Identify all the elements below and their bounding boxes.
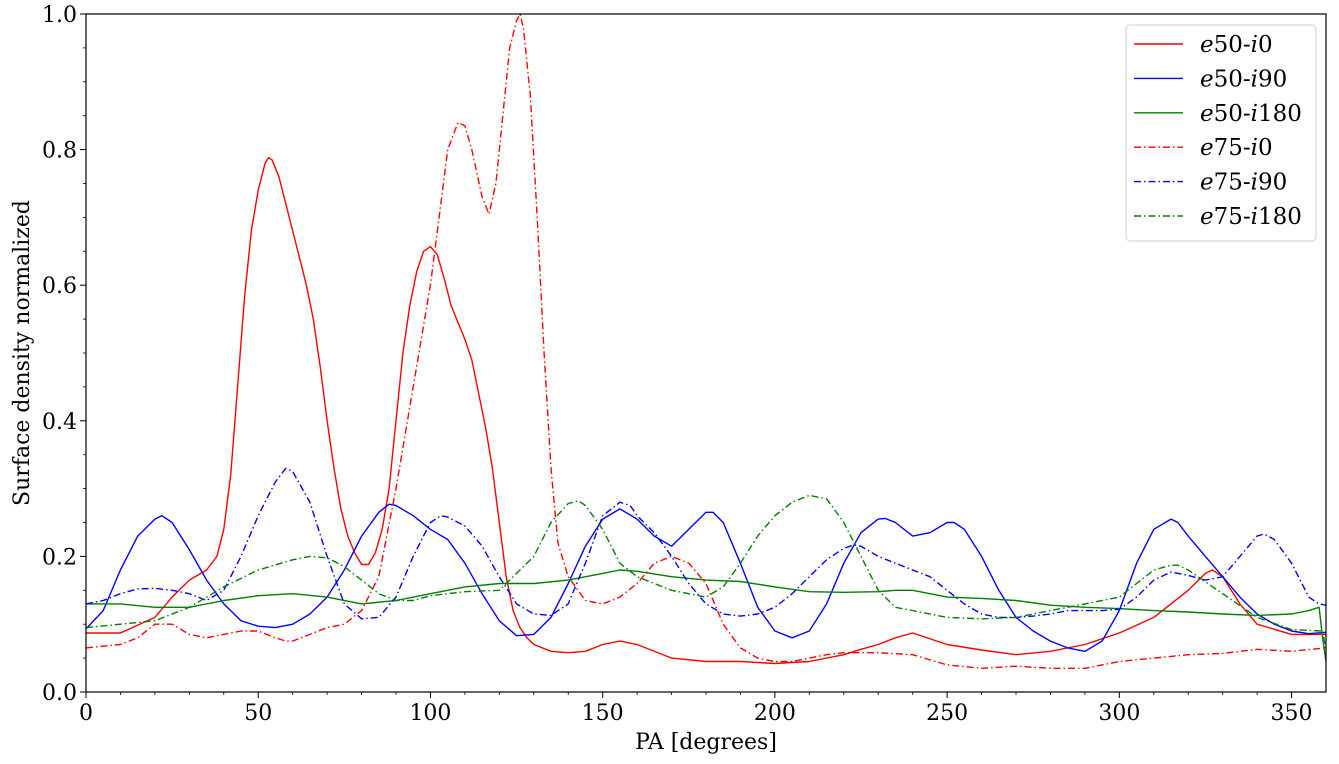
y-tick-label: 1.0 [42, 3, 77, 28]
legend-label: e50-i180 [1200, 101, 1302, 127]
y-axis-label: Surface density normalized [10, 200, 35, 506]
series-line-e50-i90 [85, 503, 1327, 652]
x-axis-ticks: 0 50 100 150 200 250 300 350 [79, 692, 1313, 726]
x-tick-label: 0 [79, 701, 93, 726]
legend-label: e75-i180 [1200, 204, 1302, 230]
x-tick-label: 200 [754, 701, 796, 726]
legend-label: e75-i90 [1200, 170, 1287, 196]
legend: e50-i0 e50-i90 e50-i180 e75-i0 e75-i90 e75-i1… [1125, 24, 1317, 242]
x-tick-label: 350 [1271, 701, 1313, 726]
plot-background [86, 14, 1326, 692]
legend-label: e50-i0 [1200, 32, 1273, 58]
plot-frame [85, 13, 1327, 693]
series-line-e75-i180 [85, 494, 1327, 652]
x-tick-label: 100 [409, 701, 451, 726]
x-tick-label: 150 [582, 701, 624, 726]
series-line-e50-i0 [86, 157, 1326, 665]
x-tick-label: 300 [1098, 701, 1140, 726]
y-axis-ticks: 0.0 0.2 0.4 0.6 0.8 1.0 [42, 3, 86, 706]
series-line-e75-i0 [85, 13, 1327, 669]
legend-label: e75-i0 [1200, 135, 1273, 161]
y-tick-label: 0.0 [42, 681, 77, 706]
x-tick-label: 50 [244, 701, 272, 726]
y-tick-label: 0.8 [42, 139, 77, 164]
x-axis-label: PA [degrees] [635, 730, 777, 755]
y-tick-label: 0.2 [42, 545, 77, 570]
series-line-e50-i180 [86, 569, 1327, 662]
y-tick-label: 0.6 [42, 274, 77, 299]
series-line-e75-i90 [85, 467, 1327, 620]
legend-label: e50-i90 [1200, 66, 1287, 92]
series-layer [85, 13, 1327, 669]
y-tick-label: 0.4 [42, 410, 77, 435]
x-tick-label: 250 [926, 701, 968, 726]
